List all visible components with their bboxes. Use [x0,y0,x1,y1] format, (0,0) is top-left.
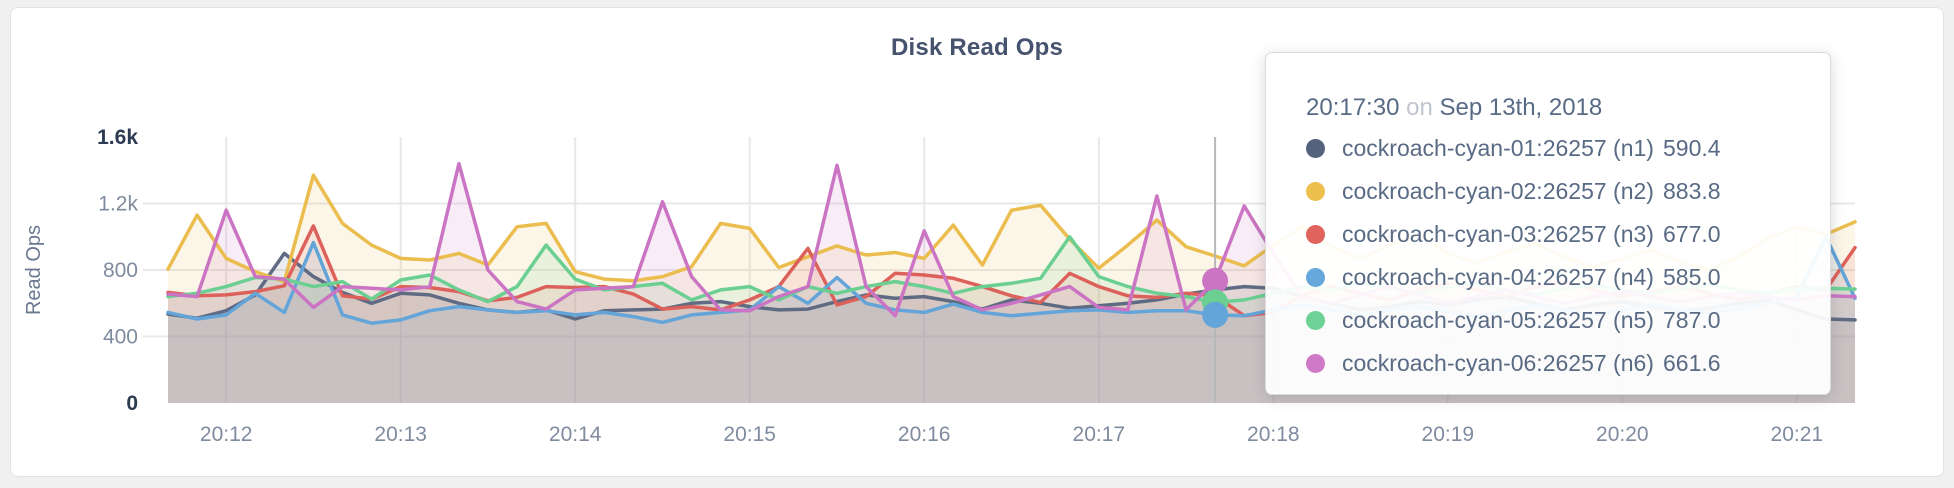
series-color-dot-icon [1306,311,1325,330]
x-tick-label: 20:12 [200,423,253,446]
series-name: cockroach-cyan-01:26257 (n1) [1342,135,1654,161]
tooltip-row: cockroach-cyan-06:26257 (n6) 661.6 [1306,342,1830,385]
series-value: 590.4 [1663,135,1721,161]
series-color-dot-icon [1306,354,1325,373]
tooltip-row: cockroach-cyan-04:26257 (n4) 585.0 [1306,256,1830,299]
series-color-dot-icon [1306,268,1325,287]
series-name: cockroach-cyan-02:26257 (n2) [1342,178,1654,204]
tooltip-date: Sep 13th, 2018 [1439,94,1603,121]
y-tick-label: 400 [103,326,138,349]
tooltip-row: cockroach-cyan-02:26257 (n2) 883.8 [1306,170,1830,213]
x-tick-label: 20:18 [1247,423,1300,446]
tooltip-row: cockroach-cyan-03:26257 (n3) 677.0 [1306,213,1830,256]
crosshair-layer [1202,137,1229,403]
series-name: cockroach-cyan-06:26257 (n6) [1342,350,1654,376]
series-value: 677.0 [1663,221,1721,247]
y-tick-label: 1.6k [97,126,138,149]
x-tick-label: 20:16 [898,423,951,446]
x-tick-label: 20:21 [1771,423,1824,446]
x-tick-label: 20:17 [1073,423,1126,446]
x-tick-label: 20:13 [374,423,427,446]
series-value: 883.8 [1663,178,1721,204]
series-name: cockroach-cyan-05:26257 (n5) [1342,307,1654,333]
series-color-dot-icon [1306,139,1325,158]
y-tick-label: 1.2k [98,193,138,216]
y-tick-label: 0 [126,392,138,415]
chart-tooltip: 20:17:30 on Sep 13th, 2018 cockroach-cya… [1265,52,1831,395]
highlight-dot [1202,301,1229,328]
y-axis-title: Read Ops [23,225,45,315]
tooltip-row: cockroach-cyan-05:26257 (n5) 787.0 [1306,299,1830,342]
series-name: cockroach-cyan-03:26257 (n3) [1342,221,1654,247]
tooltip-row: cockroach-cyan-01:26257 (n1) 590.4 [1306,127,1830,170]
series-value: 661.6 [1663,350,1721,376]
series-color-dot-icon [1306,225,1325,244]
axis-label-layer: 0 400 800 1.2k 1.6k 20:12 20:13 20:14 20:15 20:16… [23,126,1823,446]
series-name: cockroach-cyan-04:26257 (n4) [1342,264,1654,290]
x-tick-label: 20:19 [1422,423,1475,446]
series-value: 787.0 [1663,307,1721,333]
tooltip-header: 20:17:30 on Sep 13th, 2018 [1306,95,1830,121]
series-color-dot-icon [1306,182,1325,201]
tooltip-time: 20:17:30 [1306,94,1400,121]
tooltip-connector: on [1406,94,1433,121]
series-value: 585.0 [1663,264,1721,290]
x-tick-label: 20:14 [549,423,602,446]
highlight-dot [1202,267,1229,294]
y-tick-label: 800 [103,259,138,282]
chart-title: Disk Read Ops [891,34,1063,61]
x-tick-label: 20:15 [723,423,776,446]
x-tick-label: 20:20 [1596,423,1649,446]
tooltip-rows: cockroach-cyan-01:26257 (n1) 590.4 cockroa… [1306,127,1830,385]
